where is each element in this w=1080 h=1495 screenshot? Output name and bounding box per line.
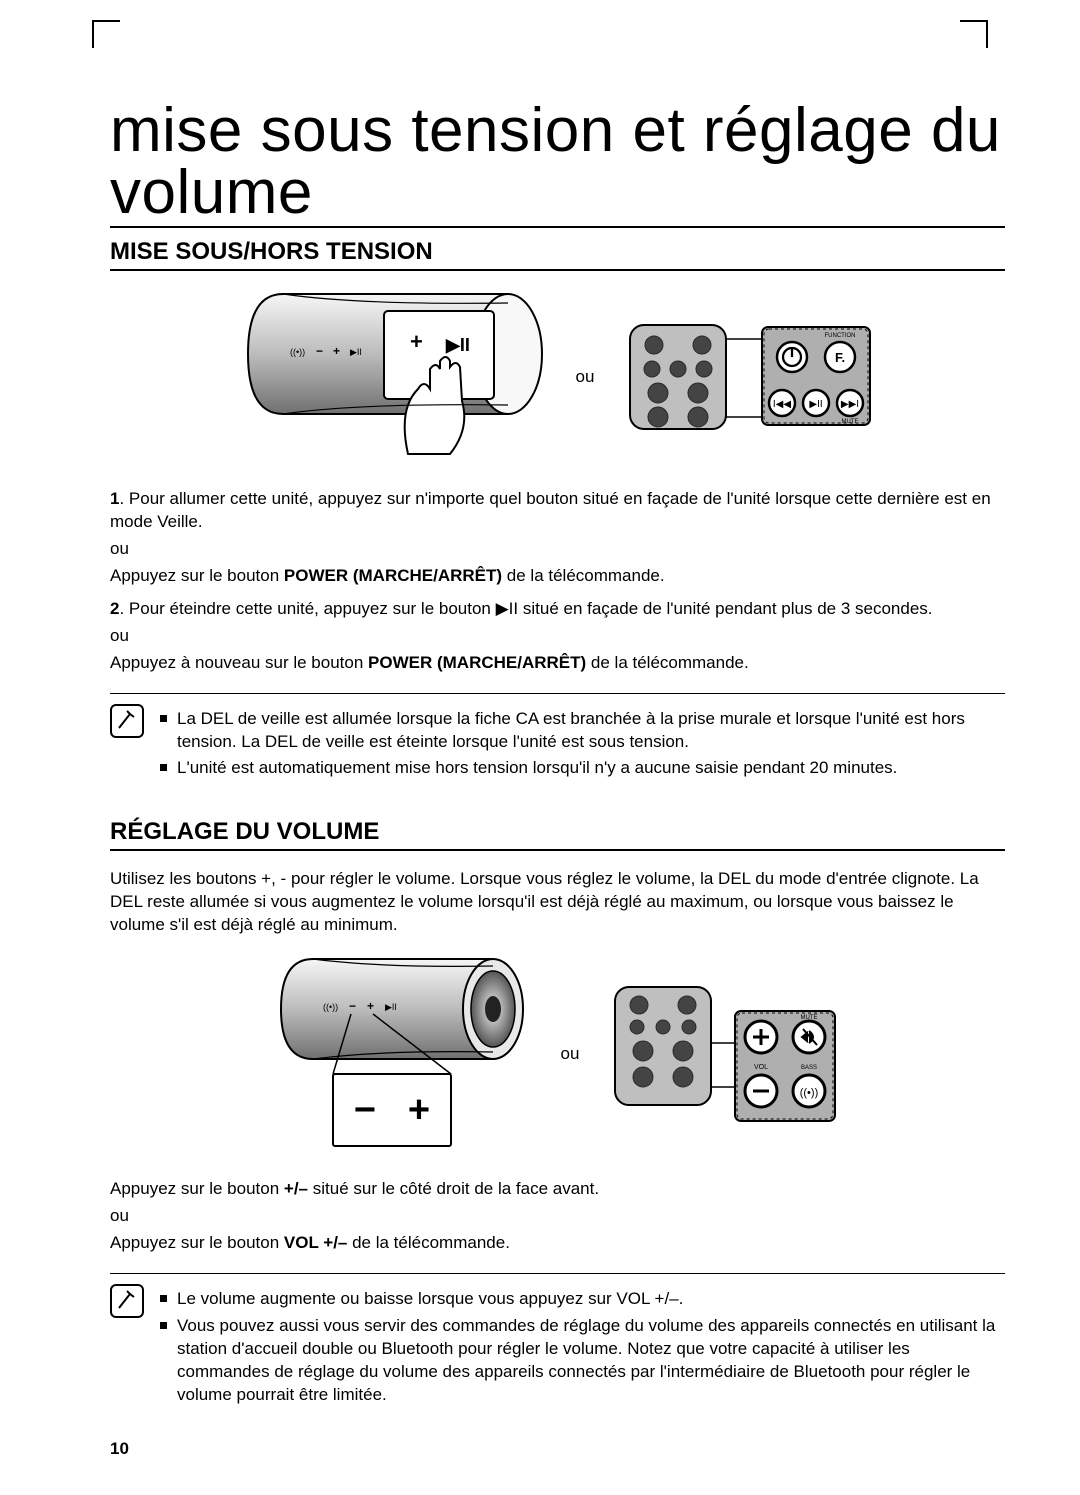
note-block-power: La DEL de veille est allumée lorsque la … — [110, 693, 1005, 785]
svg-text:((•)): ((•)) — [323, 1002, 338, 1012]
figure-row-volume: ((•)) − + ▶II − + ou — [110, 954, 1005, 1154]
svg-text:F.: F. — [835, 350, 845, 365]
svg-text:MUTE: MUTE — [842, 419, 859, 425]
svg-text:BASS: BASS — [801, 1065, 817, 1071]
speaker-touch-illustration: + ▶II ((•)) − + ▶II — [238, 289, 548, 464]
svg-text:+: + — [333, 344, 340, 358]
svg-text:+: + — [407, 1089, 429, 1131]
svg-text:+: + — [367, 999, 374, 1013]
svg-text:▶II: ▶II — [445, 335, 470, 355]
svg-text:I◀◀: I◀◀ — [773, 399, 791, 410]
remote-volume-illustration: MUTE VOL BASS ((•)) — [607, 979, 842, 1129]
page-number: 10 — [110, 1439, 1005, 1459]
svg-text:+: + — [410, 329, 423, 354]
section-heading-power: MISE SOUS/HORS TENSION — [110, 238, 1005, 271]
svg-text:−: − — [353, 1089, 375, 1131]
volume-note-2: Vous pouvez aussi vous servir des comman… — [177, 1315, 1005, 1407]
vol-or: ou — [110, 1205, 1005, 1228]
vol-line2-c: de la télécommande. — [347, 1233, 510, 1252]
vol-line2-b: VOL +/– — [284, 1233, 347, 1252]
note-block-volume: Le volume augmente ou baisse lorsque vou… — [110, 1273, 1005, 1411]
volume-note-1: Le volume augmente ou baisse lorsque vou… — [177, 1288, 683, 1311]
vol-line1-a: Appuyez sur le bouton — [110, 1179, 284, 1198]
step-1-alt-a: Appuyez sur le bouton — [110, 566, 284, 585]
or-label-1: ou — [576, 367, 595, 387]
power-note-2: L'unité est automatiquement mise hors te… — [177, 757, 897, 780]
svg-text:((•)): ((•)) — [800, 1087, 819, 1099]
svg-text:▶▶I: ▶▶I — [841, 399, 859, 410]
step-1-or: ou — [110, 538, 1005, 561]
vol-line2-a: Appuyez sur le bouton — [110, 1233, 284, 1252]
svg-text:−: − — [349, 999, 356, 1013]
power-instructions: 1. Pour allumer cette unité, appuyez sur… — [110, 488, 1005, 675]
page-title: mise sous tension et réglage du volume — [110, 100, 1005, 228]
step-2-alt-c: de la télécommande. — [586, 653, 749, 672]
or-label-2: ou — [561, 1044, 580, 1064]
note-icon — [110, 1284, 144, 1318]
svg-text:▶II: ▶II — [385, 1002, 397, 1012]
step-1-alt-b: POWER (MARCHE/ARRÊT) — [284, 566, 502, 585]
remote-power-illustration: F. FUNCTION I◀◀ ▶II ▶▶I MUTE — [622, 317, 877, 437]
step-2-or: ou — [110, 625, 1005, 648]
vol-line1-b: +/– — [284, 1179, 308, 1198]
step-2-a: . Pour éteindre cette unité, appuyez sur… — [119, 599, 495, 618]
power-note-1: La DEL de veille est allumée lorsque la … — [177, 708, 1005, 754]
svg-text:((•)): ((•)) — [290, 347, 305, 357]
step-1-alt-c: de la télécommande. — [502, 566, 665, 585]
note-icon — [110, 704, 144, 738]
figure-row-power: + ▶II ((•)) − + ▶II ou — [110, 289, 1005, 464]
step-1-text: . Pour allumer cette unité, appuyez sur … — [110, 489, 991, 531]
step-2-c: situé en façade de l'unité pendant plus … — [518, 599, 932, 618]
speaker-volume-illustration: ((•)) − + ▶II − + — [273, 954, 533, 1154]
step-2-alt-a: Appuyez à nouveau sur le bouton — [110, 653, 368, 672]
step-2-alt-b: POWER (MARCHE/ARRÊT) — [368, 653, 586, 672]
section-heading-volume: RÉGLAGE DU VOLUME — [110, 818, 1005, 851]
svg-text:VOL: VOL — [754, 1064, 768, 1071]
svg-text:▶II: ▶II — [810, 399, 823, 410]
svg-text:FUNCTION: FUNCTION — [825, 333, 856, 339]
svg-text:MUTE: MUTE — [801, 1015, 818, 1021]
vol-line1-c: situé sur le côté droit de la face avant… — [308, 1179, 599, 1198]
volume-intro: Utilisez les boutons +, - pour régler le… — [110, 868, 1005, 937]
step-2-playpause: ▶II — [496, 599, 519, 618]
svg-text:−: − — [316, 344, 323, 358]
svg-text:▶II: ▶II — [350, 347, 362, 357]
volume-instructions: Appuyez sur le bouton +/– situé sur le c… — [110, 1178, 1005, 1255]
